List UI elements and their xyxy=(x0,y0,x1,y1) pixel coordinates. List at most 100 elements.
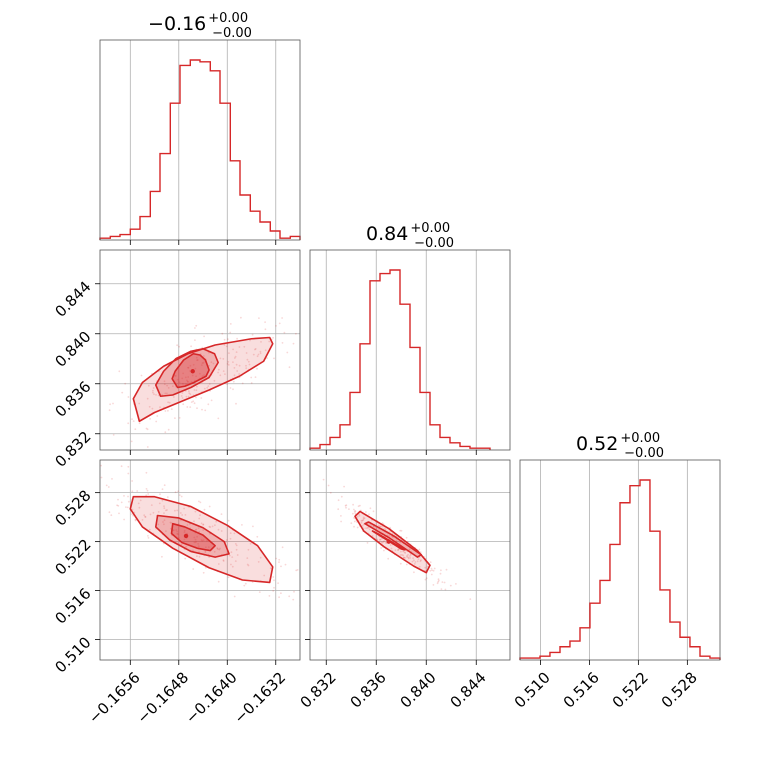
sample-point xyxy=(141,519,144,521)
sample-point xyxy=(221,332,224,335)
sample-point xyxy=(381,541,384,544)
sample-point xyxy=(266,357,268,359)
sample-point xyxy=(150,504,153,506)
sample-point xyxy=(165,530,167,532)
sample-point xyxy=(437,579,440,582)
sample-point xyxy=(240,316,242,319)
sample-point xyxy=(264,321,266,323)
sample-point xyxy=(232,361,234,363)
sample-point xyxy=(196,535,199,538)
sample-point xyxy=(430,573,433,576)
sample-point xyxy=(175,375,177,377)
sample-point xyxy=(181,377,184,380)
sample-point xyxy=(361,519,364,522)
sample-point xyxy=(157,394,160,397)
sample-point xyxy=(173,375,176,377)
sample-point xyxy=(148,528,151,531)
sample-point xyxy=(145,427,148,430)
sample-point xyxy=(286,351,289,354)
sample-point xyxy=(203,508,206,511)
sample-point xyxy=(195,324,198,327)
sample-point xyxy=(340,324,342,326)
sample-point xyxy=(406,556,408,558)
sample-point xyxy=(202,523,205,526)
sample-point xyxy=(234,560,237,562)
sample-point xyxy=(381,525,383,528)
histogram-param-1 xyxy=(309,269,491,450)
sample-point xyxy=(186,406,189,408)
sample-point xyxy=(232,380,235,383)
sample-point xyxy=(379,538,382,541)
sample-point xyxy=(58,473,60,475)
title-param-2: 0.52 +0.00 −0.00 xyxy=(576,431,664,461)
sample-point xyxy=(369,507,372,510)
sample-point xyxy=(234,355,237,358)
panel-2d-2-0 xyxy=(58,459,301,665)
sample-point xyxy=(368,513,370,516)
sample-point xyxy=(202,529,205,531)
sample-point xyxy=(210,399,213,402)
sample-point xyxy=(380,547,382,549)
sample-point xyxy=(201,375,204,378)
sample-point xyxy=(353,510,356,512)
sample-point xyxy=(177,490,180,493)
density-peak xyxy=(183,533,189,539)
sample-point xyxy=(340,495,343,498)
sample-point xyxy=(399,541,401,544)
sample-point xyxy=(337,508,340,511)
sample-point xyxy=(394,549,397,552)
sample-point xyxy=(193,541,196,544)
y-tick-label: 0.836 xyxy=(51,378,94,421)
sample-point xyxy=(208,525,211,528)
sample-point xyxy=(254,376,257,378)
sample-point xyxy=(226,363,229,365)
sample-point xyxy=(278,596,280,599)
sample-point xyxy=(214,524,216,527)
sample-point xyxy=(200,397,203,399)
sample-point xyxy=(409,557,412,559)
sample-point xyxy=(196,555,198,558)
sample-point xyxy=(246,557,249,559)
sample-point xyxy=(200,539,203,541)
sample-point xyxy=(206,539,208,542)
sample-point xyxy=(199,514,201,517)
sample-point xyxy=(217,417,220,420)
sample-point xyxy=(166,384,169,387)
sample-point xyxy=(183,529,186,532)
sample-point xyxy=(353,525,355,528)
panel-2d-1-0 xyxy=(95,249,342,455)
sample-point xyxy=(183,538,186,541)
sample-point xyxy=(238,364,241,367)
ticks-2-2 xyxy=(540,660,688,665)
sample-point xyxy=(404,552,407,554)
sample-point xyxy=(110,514,113,517)
sample-point xyxy=(168,401,171,404)
sample-point xyxy=(121,391,124,394)
sample-point xyxy=(118,512,120,515)
y-tick-label: 0.522 xyxy=(51,535,94,578)
sample-point xyxy=(235,402,237,405)
sample-point xyxy=(139,499,142,502)
sample-point xyxy=(243,584,246,587)
sample-point xyxy=(123,495,125,497)
sample-point xyxy=(259,352,262,355)
sample-point xyxy=(108,409,111,412)
sample-point xyxy=(176,509,179,512)
sample-point xyxy=(132,420,135,422)
sample-point xyxy=(264,328,267,331)
sample-point xyxy=(202,355,205,357)
sample-point xyxy=(188,392,191,395)
sample-point xyxy=(273,357,275,360)
sample-point xyxy=(189,370,191,372)
sample-point xyxy=(178,417,181,419)
x-tick-label: −0.1632 xyxy=(230,668,289,727)
sample-point xyxy=(418,548,421,551)
sample-point xyxy=(149,513,152,516)
sample-point xyxy=(174,491,177,494)
sample-point xyxy=(278,322,281,325)
sample-point xyxy=(151,407,154,410)
sample-point xyxy=(166,392,168,395)
sample-point xyxy=(360,521,363,524)
x-tick-label: −0.1640 xyxy=(182,668,241,727)
sample-point xyxy=(455,583,457,585)
